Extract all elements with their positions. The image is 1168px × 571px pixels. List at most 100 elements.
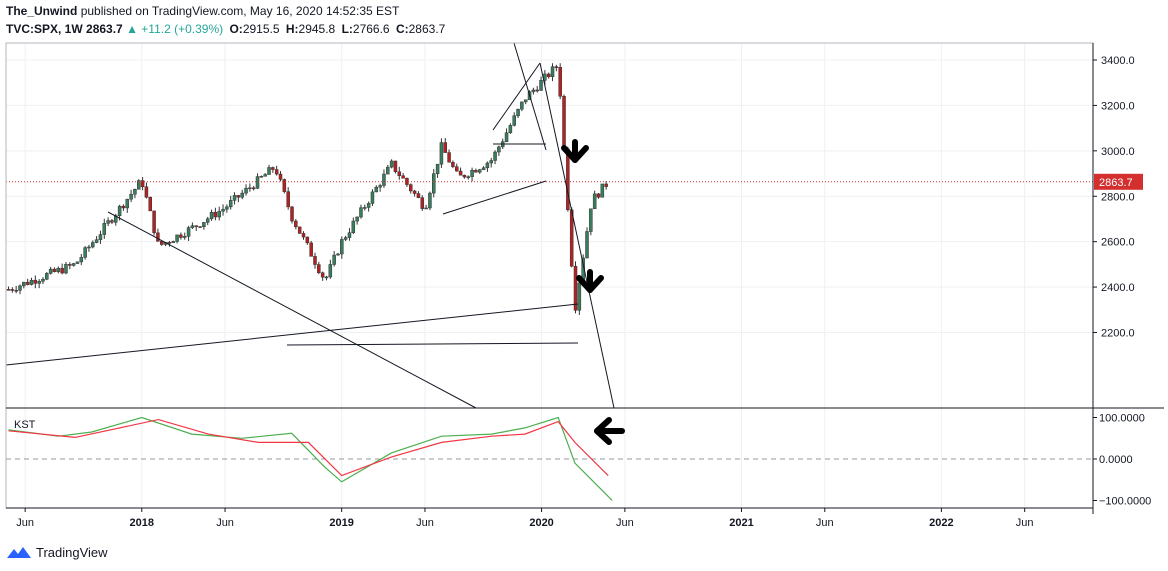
- candle: [152, 210, 156, 234]
- candle: [351, 220, 356, 233]
- candle: [29, 279, 34, 285]
- candle: [255, 176, 260, 189]
- y-tick-label: 2400.0: [1101, 282, 1135, 294]
- trendline: [513, 42, 547, 151]
- candle: [232, 195, 237, 201]
- kst-label: KST: [14, 419, 36, 431]
- drawings: [5, 42, 1093, 409]
- candle: [129, 193, 133, 200]
- candle: [91, 242, 95, 248]
- candle: [133, 189, 137, 195]
- close-value: 2863.7: [408, 22, 446, 36]
- candle: [428, 192, 432, 209]
- candle: [52, 268, 57, 272]
- candle: [320, 272, 325, 278]
- candle: [194, 225, 198, 227]
- candle: [374, 186, 379, 193]
- candle: [240, 192, 244, 198]
- candle: [462, 174, 467, 178]
- candle: [156, 232, 160, 242]
- candle: [432, 173, 436, 194]
- candle: [497, 146, 501, 153]
- candle: [569, 209, 574, 267]
- plot-frame: [5, 42, 1094, 509]
- candle: [10, 289, 15, 291]
- trendline: [286, 342, 579, 346]
- candle: [600, 183, 605, 198]
- low-value: 2766.6: [352, 22, 390, 36]
- candle: [25, 281, 30, 285]
- candle: [18, 285, 22, 291]
- candle: [79, 257, 84, 263]
- candle: [290, 206, 294, 222]
- candle: [562, 95, 566, 150]
- low-label: L:: [341, 22, 353, 36]
- candle: [412, 190, 417, 194]
- candle: [370, 191, 375, 204]
- candle: [416, 193, 421, 198]
- candle: [244, 187, 248, 194]
- candle: [447, 152, 451, 163]
- candles: [6, 63, 608, 316]
- candle: [535, 89, 539, 92]
- candle: [340, 239, 344, 255]
- candle: [209, 211, 214, 220]
- candle: [596, 193, 601, 198]
- candle: [83, 247, 87, 258]
- candle: [217, 210, 221, 218]
- open-label: O:: [229, 22, 243, 36]
- candle: [493, 151, 497, 161]
- last-price: 2863.7: [86, 22, 123, 36]
- kst-panel: KST: [6, 416, 1093, 501]
- tradingview-logo-icon: [7, 547, 31, 558]
- candle: [167, 242, 172, 244]
- candle: [106, 220, 110, 224]
- candle: [439, 142, 444, 165]
- candle: [110, 220, 114, 223]
- candle: [282, 179, 287, 192]
- candle: [274, 169, 279, 175]
- grid: [6, 43, 1093, 508]
- candle: [22, 281, 26, 287]
- candle: [393, 160, 398, 172]
- candle: [68, 264, 72, 266]
- candle: [363, 207, 367, 209]
- candle: [317, 264, 321, 273]
- candle: [286, 191, 290, 208]
- candle: [297, 226, 302, 234]
- candle: [389, 160, 394, 168]
- high-label: H:: [285, 22, 299, 36]
- last-price-label: 2863.7: [1099, 177, 1133, 189]
- kst-line: [8, 416, 613, 501]
- high-value: 2945.8: [298, 22, 336, 36]
- candle: [359, 207, 363, 218]
- candle: [485, 162, 490, 169]
- candle: [589, 208, 593, 232]
- x-tick-label: Jun: [816, 517, 834, 529]
- trendline: [492, 62, 541, 131]
- candle: [554, 66, 559, 68]
- candle: [213, 211, 218, 218]
- candle: [148, 197, 153, 212]
- candle: [94, 239, 99, 243]
- x-tick-label: Jun: [416, 517, 434, 529]
- x-tick-label: Jun: [216, 517, 234, 529]
- change: ▲ +11.2 (+0.39%): [126, 22, 224, 36]
- candle: [489, 160, 493, 164]
- candle: [424, 207, 428, 210]
- candle: [585, 231, 589, 259]
- published-text: published on TradingView.com, May 16, 20…: [80, 4, 400, 18]
- candle: [443, 142, 448, 153]
- candle: [577, 282, 582, 311]
- candle: [41, 279, 45, 282]
- brand[interactable]: TradingView: [36, 544, 108, 560]
- candle: [420, 197, 425, 209]
- candle: [435, 163, 440, 174]
- candle: [75, 261, 80, 264]
- candle: [182, 236, 187, 238]
- candle: [508, 125, 513, 134]
- candle: [386, 166, 390, 175]
- candle: [48, 268, 53, 274]
- author[interactable]: The_Unwind: [6, 4, 78, 18]
